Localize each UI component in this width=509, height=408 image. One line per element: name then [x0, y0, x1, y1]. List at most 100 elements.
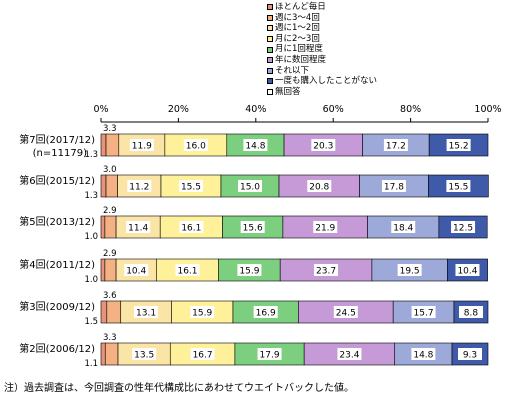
data-label-box: [237, 180, 262, 192]
category-label: 第3回(2009/12): [19, 300, 95, 313]
category-label: 第6回(2015/12): [19, 174, 95, 187]
data-label-box: [307, 180, 332, 192]
data-label: 1.1: [84, 359, 98, 369]
data-label: 15.6: [243, 224, 263, 234]
data-label: 15.9: [239, 267, 259, 277]
data-label: 14.8: [245, 142, 265, 152]
data-label: 20.8: [309, 183, 329, 193]
bar-segment: [100, 133, 107, 157]
legend-label: 月に2～3回: [275, 33, 320, 44]
bar-segment: [100, 258, 106, 282]
x-tick-label: 100%: [474, 104, 501, 115]
data-label: 17.9: [260, 351, 280, 361]
data-label-box: [257, 348, 282, 360]
data-label-box: [458, 348, 483, 360]
bar-segment: [100, 300, 108, 324]
data-label-box: [253, 306, 278, 318]
data-label: 19.5: [400, 267, 420, 277]
legend-swatch: [267, 89, 273, 96]
data-label: 3.0: [103, 165, 117, 175]
data-label: 16.9: [256, 309, 276, 319]
legend-label: 週に1～2回: [275, 23, 320, 34]
x-tick-label: 20%: [168, 104, 189, 115]
data-label-box: [446, 139, 471, 151]
bar-segment: [105, 133, 120, 157]
legend-swatch: [267, 57, 273, 64]
data-label: 16.0: [186, 142, 206, 152]
data-label-box: [391, 221, 416, 233]
legend-swatch: [267, 36, 273, 43]
legend-swatch: [267, 67, 273, 74]
data-label: 16.1: [181, 224, 201, 234]
data-label-box: [129, 139, 154, 151]
data-label-box: [124, 264, 149, 276]
category-label: 第2回(2006/12): [19, 342, 95, 355]
data-label: 15.5: [448, 183, 468, 193]
data-label-box: [127, 180, 152, 192]
category-label: 第7回(2017/12): [19, 133, 95, 146]
bar-segment: [104, 215, 117, 239]
data-label-box: [458, 306, 483, 318]
legend-swatch: [267, 78, 273, 85]
data-label: 17.2: [386, 142, 406, 152]
data-label-box: [190, 348, 215, 360]
data-label-box: [446, 180, 471, 192]
data-label: 2.9: [103, 249, 117, 259]
legend-swatch: [267, 46, 273, 53]
data-label-box: [134, 306, 159, 318]
legend-item: 月に2～3回: [267, 34, 487, 45]
data-label: 1.5: [84, 317, 98, 327]
data-label-box: [397, 264, 422, 276]
data-label: 14.8: [413, 351, 433, 361]
data-label-box: [243, 139, 268, 151]
footnote: 注）過去調査は、今回調査の性年代構成比にあわせてウエイトバックした値。: [4, 383, 354, 394]
data-label-box: [237, 264, 262, 276]
data-label: 3.6: [103, 291, 117, 301]
data-label: 24.5: [336, 309, 356, 319]
data-label: 1.0: [84, 275, 98, 285]
legend-swatch: [267, 14, 273, 21]
bar-segment: [104, 342, 119, 366]
data-label: 3.3: [103, 124, 117, 134]
data-label-box: [183, 139, 208, 151]
data-label: 11.2: [129, 183, 149, 193]
data-label-box: [455, 264, 480, 276]
bar-segment: [100, 342, 106, 366]
legend-item: 月に1回程度: [267, 44, 487, 55]
x-axis: 0% 20% 40% 60% 80% 100%: [93, 104, 502, 123]
legend-item: 年に数回程度: [267, 55, 487, 66]
category-labels: 第7回(2017/12) 第6回(2015/12) 第5回(2013/12) 第4回(…: [19, 133, 95, 355]
legend-item: 週に3～4回: [267, 13, 487, 24]
data-label: 1.0: [84, 232, 98, 242]
data-label-box: [190, 306, 215, 318]
data-label: 15.5: [181, 183, 201, 193]
x-tick-label: 40%: [245, 104, 266, 115]
data-label-box: [411, 348, 436, 360]
data-label: 15.0: [240, 183, 260, 193]
legend-label: それ以下: [275, 65, 310, 76]
legend: ほとんど毎日 週に3～4回 週に1～2回 月に2～3回 月に1回程度 年に数回程度 それ以下…: [267, 2, 487, 97]
data-label-box: [178, 180, 203, 192]
data-label: 18.4: [393, 224, 413, 234]
sample-size-note: (n=11179): [33, 148, 87, 159]
legend-label: 年に数回程度: [275, 54, 327, 65]
bar-segment: [100, 215, 106, 239]
legend-label: 月に1回程度: [275, 44, 323, 55]
x-tick-label: 0%: [93, 104, 108, 115]
legend-item: 一度も購入したことがない: [267, 76, 487, 87]
data-label: 1.3: [84, 191, 98, 201]
x-tick-label: 80%: [400, 104, 421, 115]
data-label-box: [411, 306, 436, 318]
data-label-box: [313, 221, 338, 233]
data-label: 17.8: [384, 183, 404, 193]
category-label: 第4回(2011/12): [19, 258, 95, 271]
bars: [100, 133, 489, 366]
legend-label: ほとんど毎日: [275, 2, 326, 12]
category-label: 第5回(2013/12): [19, 215, 95, 228]
data-label: 16.1: [177, 267, 197, 277]
legend-label: 週に3～4回: [275, 12, 320, 23]
data-label-box: [383, 139, 408, 151]
data-label: 15.9: [192, 309, 212, 319]
data-label: 16.7: [193, 351, 213, 361]
data-label: 12.5: [453, 224, 473, 234]
